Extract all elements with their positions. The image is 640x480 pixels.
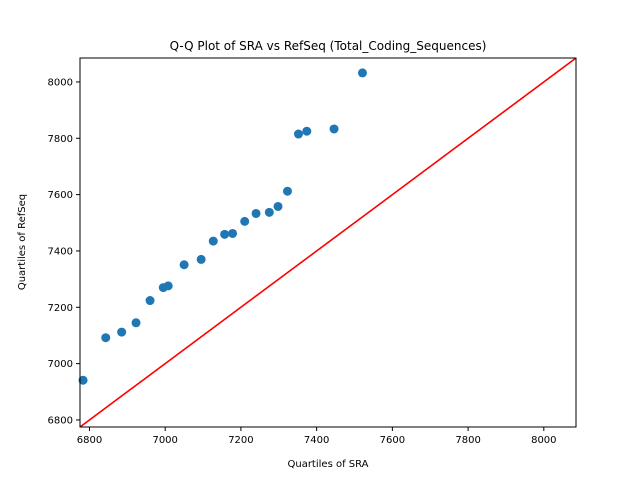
x-tick-label: 7600 (380, 435, 405, 446)
data-point (240, 216, 250, 226)
data-point (208, 236, 218, 246)
data-point (302, 126, 312, 136)
data-point (78, 375, 88, 385)
data-point (196, 254, 206, 264)
y-tick-label: 7200 (48, 303, 73, 314)
data-point (293, 129, 303, 139)
chart-title: Q-Q Plot of SRA vs RefSeq (Total_Coding_… (170, 39, 487, 53)
data-point (145, 296, 155, 306)
data-point (163, 281, 173, 291)
data-point (101, 333, 111, 343)
data-point (220, 229, 230, 239)
data-point (179, 260, 189, 270)
x-tick-label: 7200 (228, 435, 253, 446)
data-point (131, 318, 141, 328)
x-tick-label: 7800 (455, 435, 480, 446)
data-point (357, 68, 367, 78)
x-tick-label: 7000 (152, 435, 177, 446)
x-tick-label: 8000 (531, 435, 556, 446)
x-tick-label: 7400 (304, 435, 329, 446)
axes-frame (79, 57, 577, 428)
x-tick-label: 6800 (77, 435, 102, 446)
data-point (282, 186, 292, 196)
y-tick-label: 7000 (48, 359, 73, 370)
x-axis-ticks: 6800 7000 7200 7400 7600 7800 8000 (77, 427, 557, 446)
y-tick-label: 6800 (48, 415, 73, 426)
data-point (264, 207, 274, 217)
data-point (251, 208, 261, 218)
data-point (273, 201, 283, 211)
data-point (117, 327, 127, 337)
y-tick-label: 8000 (48, 77, 73, 88)
x-axis-label: Quartiles of SRA (287, 459, 368, 470)
data-point (329, 124, 339, 134)
reference-line (80, 58, 576, 427)
y-axis-label: Quartiles of RefSeq (17, 194, 28, 290)
y-axis-ticks: 6800 7000 7200 7400 7600 7800 8000 (48, 77, 80, 426)
y-tick-label: 7400 (48, 246, 73, 257)
y-tick-label: 7600 (48, 190, 73, 201)
data-point (228, 228, 238, 238)
plot-area (78, 58, 576, 427)
y-tick-label: 7800 (48, 134, 73, 145)
